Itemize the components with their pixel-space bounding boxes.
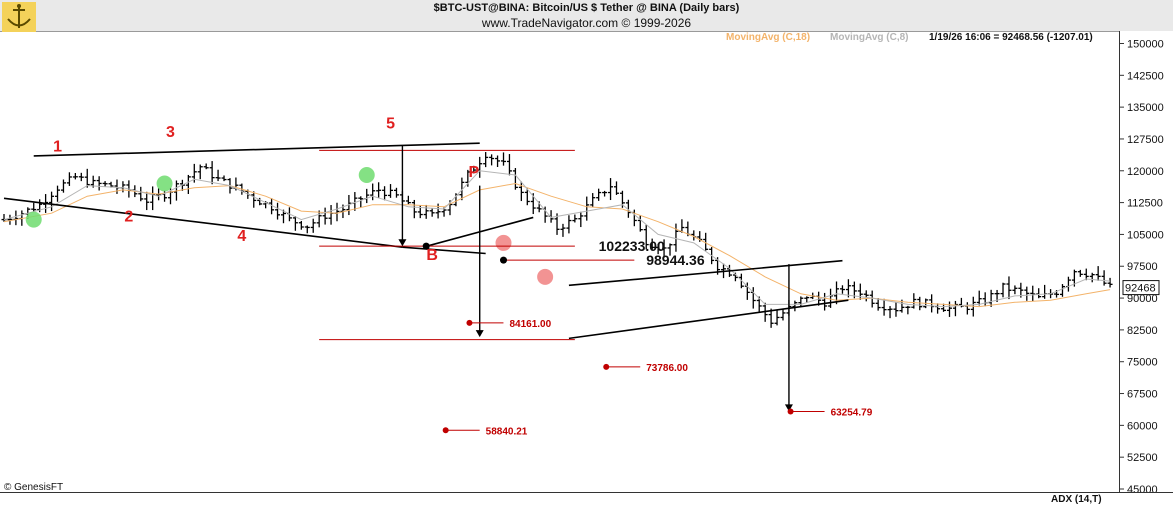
- buy-signal-dot: [156, 175, 173, 192]
- wave-label: 2: [124, 209, 133, 226]
- price-axis: [1119, 31, 1173, 493]
- trendline: [402, 246, 486, 255]
- buy-signal-dot: [358, 167, 375, 184]
- sell-signal-dot: [537, 268, 554, 285]
- trade-navigator-logo-icon: [2, 2, 36, 32]
- y-tick-label: 90000: [1127, 293, 1158, 305]
- y-tick-label: 127500: [1127, 134, 1164, 146]
- target-label: 84161.00: [509, 319, 551, 330]
- last-price-label: 92468: [1125, 283, 1156, 295]
- y-tick-label: 150000: [1127, 38, 1164, 50]
- y-tick-label: 105000: [1127, 229, 1164, 241]
- level-label: 102233.00: [599, 238, 665, 254]
- sell-signal-dot: [495, 234, 512, 251]
- last-price-info: 1/19/26 16:06 = 92468.56 (-1207.01): [929, 32, 1093, 43]
- y-tick-label: 67500: [1127, 389, 1158, 401]
- buy-signal-dot: [25, 211, 42, 228]
- y-tick-label: 45000: [1127, 484, 1158, 496]
- trendline: [568, 299, 849, 340]
- chart-title: $BTC-UST@BINA: Bitcoin/US $ Tether @ BIN…: [433, 2, 740, 14]
- chart-header: $BTC-UST@BINA: Bitcoin/US $ Tether @ BIN…: [0, 0, 1173, 32]
- y-tick-label: 82500: [1127, 325, 1158, 337]
- level-dot: [422, 242, 430, 250]
- y-tick-label: 75000: [1127, 357, 1158, 369]
- copyright-label: © GenesisFT: [4, 482, 64, 493]
- wave-label: 4: [237, 228, 246, 245]
- level-label: 98944.36: [646, 252, 705, 268]
- trendline: [33, 142, 480, 157]
- chart-subtitle: www.TradeNavigator.com © 1999-2026: [481, 16, 692, 30]
- wave-label: 1: [53, 139, 62, 156]
- wave-label: P: [468, 164, 479, 181]
- target-label: 73786.00: [646, 363, 688, 374]
- y-tick-label: 120000: [1127, 166, 1164, 178]
- level-dot: [500, 256, 508, 264]
- trendline: [3, 197, 403, 248]
- y-tick-label: 97500: [1127, 261, 1158, 273]
- y-tick-label: 135000: [1127, 102, 1164, 114]
- wave-label: 5: [386, 115, 395, 132]
- adx-indicator-label[interactable]: ADX (14,T): [1051, 494, 1102, 505]
- target-label: 58840.21: [486, 426, 528, 437]
- y-tick-label: 60000: [1127, 420, 1158, 432]
- wave-label: 3: [166, 124, 175, 141]
- ma8-line: [3, 170, 1111, 308]
- wave-label: B: [426, 247, 438, 264]
- trendline: [568, 259, 843, 287]
- y-tick-label: 112500: [1127, 198, 1163, 210]
- y-tick-label: 52500: [1127, 452, 1158, 464]
- legend-ma8: MovingAvg (C,8): [830, 32, 909, 43]
- arrow-head: [398, 239, 407, 247]
- y-tick-label: 142500: [1127, 70, 1164, 82]
- pane-divider: [0, 492, 1173, 493]
- legend-ma18: MovingAvg (C,18): [726, 32, 811, 43]
- last-price-box: [1122, 280, 1160, 296]
- ma18-line: [3, 182, 1111, 308]
- arrow-head: [784, 404, 793, 412]
- target-label: 63254.79: [831, 408, 873, 419]
- arrow-head: [475, 330, 484, 338]
